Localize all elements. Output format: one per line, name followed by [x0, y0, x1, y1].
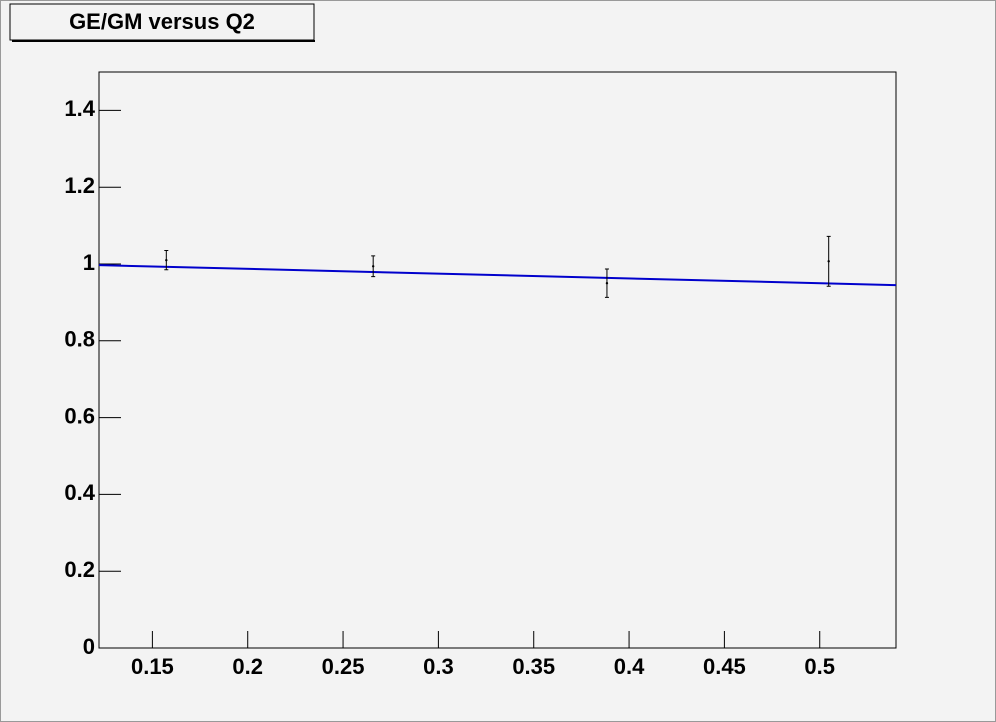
- chart-title: GE/GM versus Q2: [69, 9, 255, 34]
- point: [371, 265, 375, 268]
- x-tick-label: 0.25: [322, 654, 365, 679]
- x-tick-label: 0.5: [804, 654, 835, 679]
- y-tick-label: 0.8: [64, 327, 95, 352]
- point: [827, 260, 830, 263]
- fit-line: [98, 264, 897, 287]
- y-tick-label: 0.2: [64, 557, 95, 582]
- y-tick-label: 1: [83, 250, 95, 275]
- y-tick-label: 0.6: [64, 403, 95, 428]
- point: [165, 258, 168, 262]
- x-tick-label: 0.4: [614, 654, 645, 679]
- y-tick-label: 1.2: [64, 173, 95, 198]
- x-tick-label: 0.3: [423, 654, 454, 679]
- plot-frame: [98, 71, 897, 649]
- y-tick-label: 0: [83, 634, 95, 659]
- x-tick-label: 0.35: [512, 654, 555, 679]
- title-box: [9, 3, 315, 41]
- point: [605, 282, 609, 285]
- x-tick-label: 0.45: [703, 654, 746, 679]
- y-tick-label: 0.4: [64, 480, 95, 505]
- x-tick-label: 0.2: [232, 654, 263, 679]
- x-tick-label: 0.15: [131, 654, 174, 679]
- y-tick-label: 1.4: [64, 96, 95, 121]
